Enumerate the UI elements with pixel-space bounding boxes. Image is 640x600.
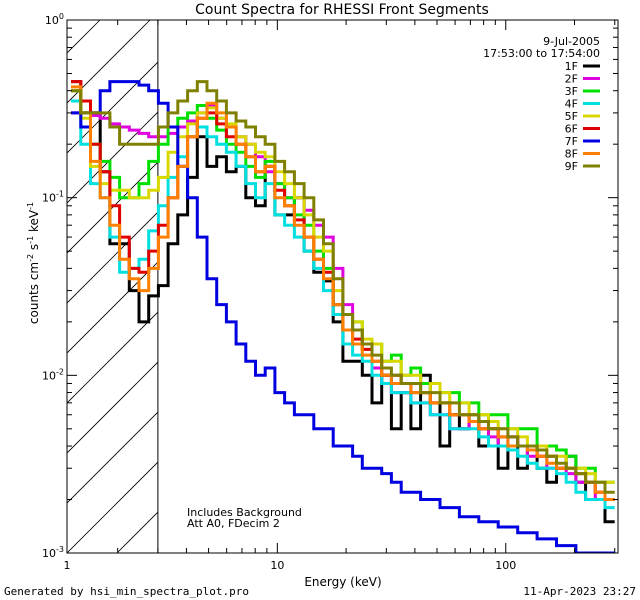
legend-label-5F: 5F	[565, 110, 578, 123]
chart-title: Count Spectra for RHESSI Front Segments	[195, 2, 489, 18]
time-range-label: 17:53:00 to 17:54:00	[483, 47, 600, 60]
legend-label-3F: 3F	[565, 85, 578, 98]
legend-label-9F: 9F	[565, 160, 578, 173]
hatch-line	[67, 211, 158, 304]
hatch-line	[67, 61, 158, 154]
attenuator-hatch-region	[0, 20, 159, 553]
series-line-9F	[71, 80, 615, 494]
series-layer	[71, 80, 615, 553]
hatch-line	[67, 411, 158, 504]
legend-label-4F: 4F	[565, 98, 578, 111]
series-line-1F	[71, 80, 615, 524]
legend-label-2F: 2F	[565, 73, 578, 86]
series-line-7F	[71, 80, 615, 553]
x-tick-label: 1	[64, 559, 71, 572]
y-tick-label: 100	[45, 12, 64, 27]
date-label: 9-Jul-2005	[543, 35, 600, 48]
annotation-background: Includes Background	[187, 506, 302, 519]
hatch-line	[67, 261, 158, 354]
legend-label-1F: 1F	[565, 60, 578, 73]
legend-label-6F: 6F	[565, 123, 578, 136]
annotation-attenuator: Att A0, FDecim 2	[187, 517, 280, 530]
axes-layer	[66, 19, 619, 554]
hatch-line	[0, 20, 50, 553]
y-axis-label: counts cm-2 s-1 keV-1	[26, 202, 41, 324]
hatch-line	[67, 461, 158, 553]
legend-label-8F: 8F	[565, 148, 578, 161]
legend-label-7F: 7F	[565, 135, 578, 148]
x-tick-label: 10	[270, 559, 284, 572]
series-line-5F	[71, 89, 615, 484]
footer-timestamp: 11-Apr-2023 23:27	[523, 585, 636, 598]
tick-labels: 1 10 100 10-3 10-2 10-1 100	[42, 12, 516, 572]
y-tick-label: 10-1	[42, 190, 64, 205]
y-tick-label: 10-3	[42, 545, 64, 560]
x-axis-label: Energy (keV)	[304, 575, 381, 589]
y-tick-label: 10-2	[42, 367, 64, 382]
plot-frame	[66, 19, 619, 554]
footer-generated-by: Generated by hsi_min_spectra_plot.pro	[4, 585, 250, 598]
x-tick-label: 100	[495, 559, 516, 572]
